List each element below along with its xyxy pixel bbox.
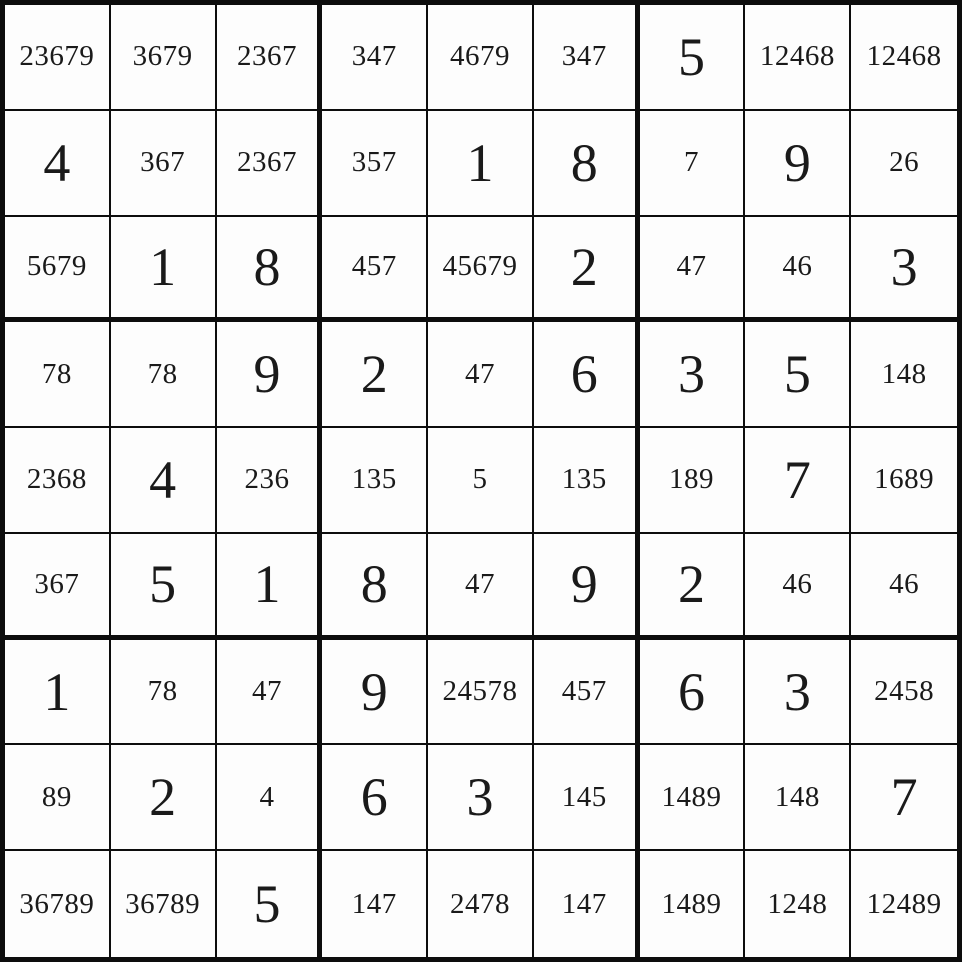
- cell-r6c2[interactable]: 5: [110, 533, 217, 640]
- cell-r4c4[interactable]: 2: [322, 322, 429, 429]
- cell-r9c4[interactable]: 147: [322, 851, 429, 957]
- cell-r9c1[interactable]: 36789: [5, 851, 111, 957]
- cell-r3c7[interactable]: 47: [639, 216, 746, 323]
- cell-r1c2[interactable]: 3679: [110, 5, 217, 111]
- cell-r5c5[interactable]: 5: [428, 428, 534, 534]
- cell-r6c5[interactable]: 47: [428, 533, 534, 640]
- cell-r2c2[interactable]: 367: [110, 110, 217, 217]
- cell-r6c1[interactable]: 367: [5, 533, 111, 640]
- cell-r1c9[interactable]: 12468: [851, 5, 957, 111]
- cell-r2c9[interactable]: 26: [851, 111, 957, 217]
- cell-r3c4[interactable]: 457: [322, 216, 429, 323]
- cell-r5c1[interactable]: 2368: [5, 428, 111, 534]
- cell-r8c5[interactable]: 3: [428, 745, 534, 852]
- cell-r4c9[interactable]: 148: [851, 322, 957, 429]
- cell-r4c7[interactable]: 3: [639, 322, 746, 429]
- cell-r8c7[interactable]: 1489: [639, 745, 746, 852]
- cell-r8c3[interactable]: 4: [216, 745, 323, 852]
- cell-r1c3[interactable]: 2367: [216, 5, 323, 111]
- cell-r2c8[interactable]: 9: [745, 110, 852, 217]
- cell-r1c6[interactable]: 347: [533, 5, 640, 111]
- cell-r7c4[interactable]: 9: [322, 639, 429, 746]
- cell-r3c8[interactable]: 46: [745, 216, 852, 323]
- cell-r5c8[interactable]: 7: [745, 428, 852, 534]
- cell-r2c5[interactable]: 1: [428, 110, 534, 217]
- cell-r5c9[interactable]: 1689: [851, 428, 957, 534]
- cell-r6c7[interactable]: 2: [639, 533, 746, 640]
- cell-r2c4[interactable]: 357: [322, 110, 429, 217]
- cell-r4c8[interactable]: 5: [745, 322, 852, 429]
- cell-r7c6[interactable]: 457: [533, 639, 640, 746]
- cell-r9c3[interactable]: 5: [217, 851, 323, 957]
- cell-r2c6[interactable]: 8: [533, 110, 640, 217]
- cell-r4c3[interactable]: 9: [216, 322, 323, 429]
- cell-r8c9[interactable]: 7: [851, 745, 957, 852]
- cell-r8c8[interactable]: 148: [745, 745, 852, 852]
- cell-r8c6[interactable]: 145: [533, 745, 640, 852]
- cell-r6c3[interactable]: 1: [216, 533, 323, 640]
- cell-r9c8[interactable]: 1248: [745, 851, 852, 957]
- cell-r6c4[interactable]: 8: [322, 533, 429, 640]
- cell-r2c7[interactable]: 7: [639, 110, 746, 217]
- cell-r9c6[interactable]: 147: [534, 851, 640, 957]
- cell-r3c9[interactable]: 3: [851, 217, 957, 323]
- cell-r1c4[interactable]: 347: [322, 5, 429, 111]
- cell-r5c3[interactable]: 236: [216, 428, 323, 534]
- cell-r5c4[interactable]: 135: [322, 428, 429, 534]
- cell-r7c3[interactable]: 47: [216, 639, 323, 746]
- cell-r8c2[interactable]: 2: [110, 745, 217, 852]
- cell-r1c8[interactable]: 12468: [745, 5, 852, 111]
- cell-r6c6[interactable]: 9: [533, 533, 640, 640]
- cell-r9c7[interactable]: 1489: [640, 851, 746, 957]
- cell-r3c6[interactable]: 2: [533, 216, 640, 323]
- cell-r5c6[interactable]: 135: [533, 428, 640, 534]
- cell-r8c4[interactable]: 6: [322, 745, 429, 852]
- cell-r4c1[interactable]: 78: [5, 322, 111, 429]
- cell-r4c5[interactable]: 47: [428, 322, 534, 429]
- cell-r5c2[interactable]: 4: [110, 428, 217, 534]
- cell-r1c1[interactable]: 23679: [5, 5, 111, 111]
- cell-r4c6[interactable]: 6: [533, 322, 640, 429]
- cell-r3c5[interactable]: 45679: [428, 216, 534, 323]
- cell-r7c7[interactable]: 6: [639, 639, 746, 746]
- cell-r9c2[interactable]: 36789: [111, 851, 217, 957]
- cell-r3c2[interactable]: 1: [110, 216, 217, 323]
- cell-r2c1[interactable]: 4: [5, 110, 111, 217]
- cell-r1c7[interactable]: 5: [639, 5, 746, 111]
- cell-r7c5[interactable]: 24578: [428, 639, 534, 746]
- cell-r8c1[interactable]: 89: [5, 745, 111, 852]
- cell-r7c1[interactable]: 1: [5, 639, 111, 746]
- cell-r5c7[interactable]: 189: [639, 428, 746, 534]
- cell-r3c3[interactable]: 8: [216, 216, 323, 323]
- cell-r2c3[interactable]: 2367: [216, 110, 323, 217]
- cell-r6c9[interactable]: 46: [851, 534, 957, 640]
- cell-r1c5[interactable]: 4679: [428, 5, 534, 111]
- cell-r7c8[interactable]: 3: [745, 639, 852, 746]
- cell-r4c2[interactable]: 78: [110, 322, 217, 429]
- cell-r6c8[interactable]: 46: [745, 533, 852, 640]
- cell-r9c9[interactable]: 12489: [866, 887, 942, 920]
- cell-r7c2[interactable]: 78: [110, 639, 217, 746]
- cell-r7c9[interactable]: 2458: [851, 640, 957, 746]
- cell-r3c1[interactable]: 5679: [5, 216, 111, 323]
- cell-r9c5[interactable]: 2478: [428, 851, 534, 957]
